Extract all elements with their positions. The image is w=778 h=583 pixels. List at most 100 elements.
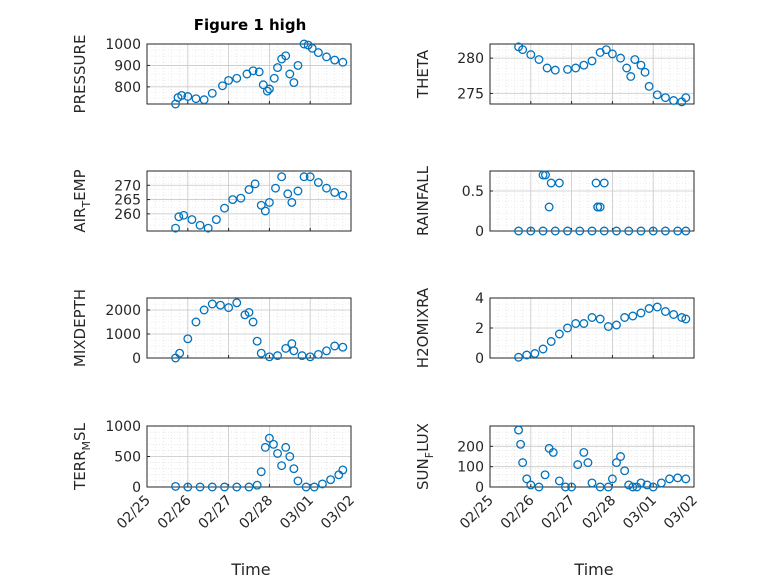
data-point <box>254 67 264 77</box>
data-point <box>644 81 654 91</box>
data-point <box>199 305 209 315</box>
data-point <box>548 447 558 457</box>
data-point <box>187 215 197 225</box>
y-axis-label: THETA <box>414 49 432 99</box>
data-point <box>287 197 297 207</box>
y-axis-label: H2OMIXRA <box>414 287 432 368</box>
data-point <box>620 313 630 322</box>
data-point <box>563 226 572 236</box>
data-point <box>542 63 552 73</box>
data-point <box>220 203 229 213</box>
data-point <box>526 226 536 236</box>
data-point <box>218 81 227 91</box>
y-axis-label: SUNFLUX <box>414 423 436 490</box>
x-tick-label: 02/25 <box>457 493 497 533</box>
x-tick-label: 02/26 <box>498 492 538 532</box>
data-point <box>660 307 670 316</box>
y-tick-label: 500 <box>114 450 141 466</box>
y-tick-label: 275 <box>457 86 484 102</box>
data-point <box>260 206 270 216</box>
data-point <box>297 351 307 361</box>
data-point <box>595 314 605 324</box>
data-point <box>273 449 283 458</box>
data-point <box>199 95 209 105</box>
data-point <box>514 425 524 435</box>
data-point <box>534 55 544 64</box>
x-tick-label: 02/26 <box>155 492 195 532</box>
data-point <box>563 64 572 74</box>
data-point <box>248 317 258 327</box>
panel-sun_flux: 0 100 200 SUNFLUX 02/25 02/26 02/27 02/28 03/01 0… <box>414 423 701 532</box>
y-tick-label: 0 <box>475 224 484 240</box>
panel-terr_msl: 0 500 1000 TERRMSL 02/25 02/26 02/27 02/28 03/01… <box>71 419 358 532</box>
data-point <box>681 93 691 103</box>
y-tick-label: 270 <box>114 178 141 194</box>
data-point <box>224 303 234 313</box>
data-point <box>264 433 274 443</box>
data-point <box>516 439 526 449</box>
data-point <box>293 60 303 70</box>
data-point <box>299 172 309 182</box>
x-axis-label-left: Time <box>230 560 270 579</box>
data-point <box>616 452 626 461</box>
data-point <box>681 474 691 484</box>
y-tick-label: 0 <box>475 480 484 496</box>
data-point <box>567 482 577 492</box>
data-point <box>561 482 570 492</box>
data-point <box>195 220 205 230</box>
data-point <box>522 350 532 360</box>
data-point <box>630 55 640 64</box>
data-point <box>207 482 217 492</box>
data-point <box>612 226 621 236</box>
data-point <box>203 223 213 233</box>
data-point <box>622 63 632 73</box>
data-point <box>595 202 605 212</box>
data-point <box>677 313 687 322</box>
data-point <box>546 337 556 346</box>
panel-mixdepth: 0 1000 2000 MIXDEPTH <box>71 289 352 367</box>
y-tick-label: 900 <box>114 58 141 74</box>
data-point <box>656 478 666 488</box>
panel-pressure: 800 900 1000 PRESSURE <box>71 35 352 113</box>
data-point <box>583 458 593 468</box>
y-tick-label: 265 <box>114 193 141 209</box>
data-point <box>603 482 613 492</box>
y-tick-label: 1000 <box>105 327 141 343</box>
data-point <box>293 186 303 196</box>
y-tick-label: 0 <box>132 351 141 367</box>
axes-box <box>489 170 695 232</box>
data-point <box>281 51 291 61</box>
data-point <box>305 352 315 362</box>
data-point <box>522 474 532 484</box>
data-point <box>175 348 185 358</box>
data-point <box>264 352 274 362</box>
data-point <box>636 60 646 70</box>
y-tick-label: 0 <box>132 480 141 496</box>
data-point <box>285 452 295 461</box>
y-tick-label: 100 <box>457 460 484 476</box>
data-point <box>191 94 201 104</box>
data-point <box>322 52 331 62</box>
data-point <box>665 474 674 484</box>
data-point <box>289 464 299 474</box>
data-point <box>293 476 303 486</box>
data-point <box>554 329 564 339</box>
data-point <box>313 349 323 359</box>
data-point <box>579 60 589 70</box>
data-point <box>252 336 262 346</box>
data-point <box>179 210 189 220</box>
data-point <box>330 187 340 197</box>
data-point <box>541 170 550 180</box>
data-point <box>530 349 540 358</box>
data-point <box>264 197 274 207</box>
data-point <box>681 314 691 324</box>
x-tick-label: 02/27 <box>539 493 579 533</box>
data-point <box>624 226 634 236</box>
data-point <box>289 346 299 356</box>
data-point <box>554 476 564 486</box>
data-point <box>571 63 581 73</box>
data-point <box>518 458 528 468</box>
data-point <box>636 308 646 318</box>
data-point <box>587 226 597 236</box>
